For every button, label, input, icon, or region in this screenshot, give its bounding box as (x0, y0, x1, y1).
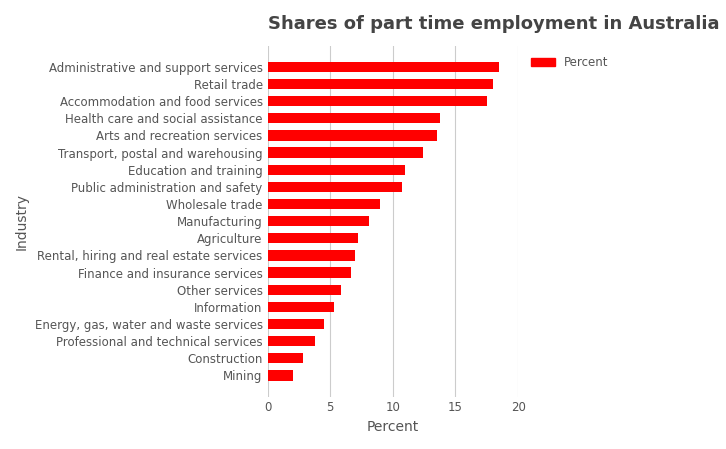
Bar (268, 113, 441, 123)
Bar (268, 268, 351, 278)
Bar (268, 164, 405, 175)
Bar (268, 147, 423, 158)
Bar (268, 302, 334, 312)
Bar (268, 250, 355, 260)
X-axis label: Percent: Percent (367, 420, 419, 434)
Bar (268, 62, 499, 72)
Bar (268, 216, 369, 226)
Bar (268, 130, 436, 141)
Legend: Percent: Percent (526, 52, 613, 74)
Bar (268, 79, 493, 89)
Y-axis label: Industry: Industry (15, 193, 29, 250)
Bar (268, 336, 315, 346)
Bar (268, 96, 486, 106)
Bar (268, 353, 303, 364)
Bar (268, 182, 401, 192)
Text: Shares of part time employment in Australia by industry (1966-2016): Shares of part time employment in Austra… (268, 15, 726, 33)
Bar (268, 199, 380, 209)
Bar (268, 370, 293, 381)
Bar (268, 319, 324, 329)
Bar (268, 233, 358, 243)
Bar (268, 285, 341, 295)
